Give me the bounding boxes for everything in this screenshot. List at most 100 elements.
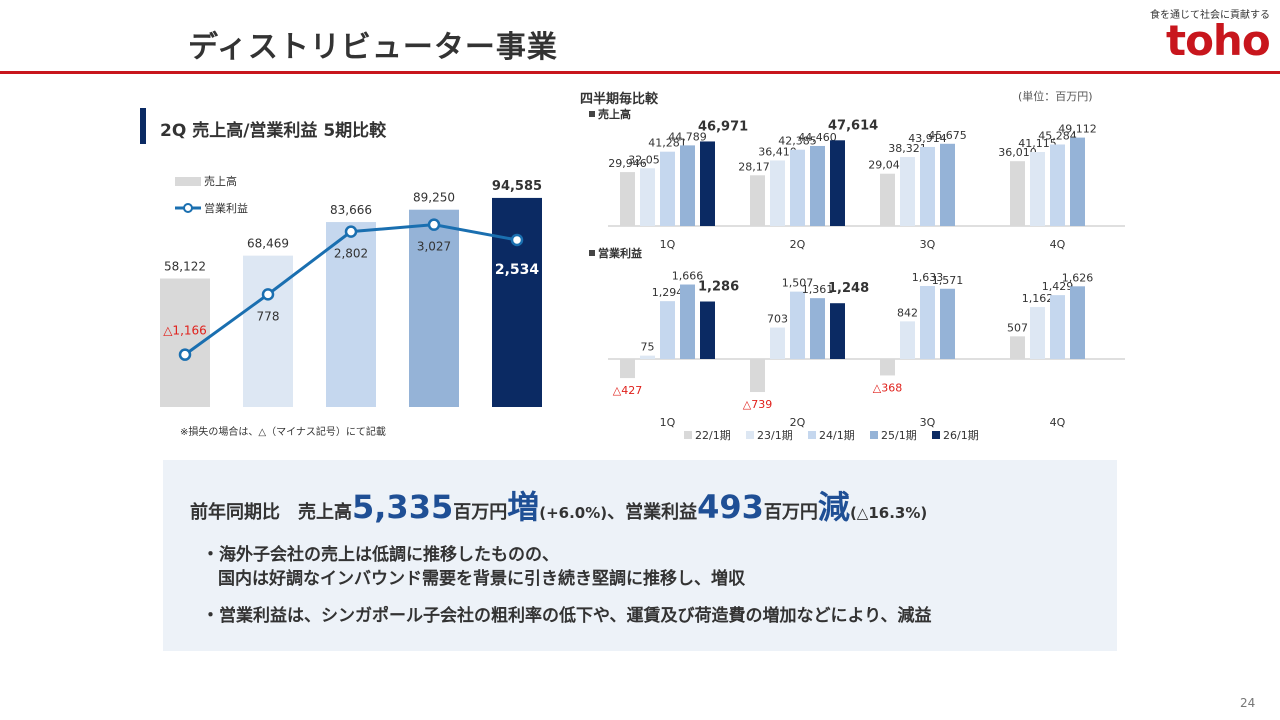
category-label: 1Q: [660, 238, 676, 251]
quarter-bar: [880, 173, 895, 226]
bar-data-label: 1,633: [912, 271, 944, 284]
quarter-bar: [1050, 144, 1065, 226]
legend-label: 26/1期: [943, 429, 979, 442]
quarter-bar: [810, 298, 825, 359]
right-section-title: 四半期毎比較: [580, 92, 659, 107]
bar-data-label: 1,666: [672, 270, 704, 283]
company-logo: toho: [1166, 16, 1271, 65]
sales-bar: [409, 209, 459, 407]
bar-data-label: 36,410: [758, 145, 797, 158]
legend-swatch: [808, 431, 816, 439]
sales-unit: 百万円: [453, 502, 508, 523]
section-marker: [140, 108, 146, 144]
sales-data-label: 58,122: [164, 260, 206, 274]
quarter-bar: [830, 140, 845, 226]
profit-data-label: △1,166: [163, 324, 207, 338]
summary-headline: 前年同期比 売上高5,335百万円増(+6.0%)、営業利益493百万円減(△1…: [190, 482, 927, 528]
panel-title-marker: [589, 250, 595, 256]
quarter-bar: [680, 284, 695, 359]
sales-pct: (+6.0%): [539, 504, 608, 522]
page-title: ディストリビューター事業: [188, 30, 558, 65]
category-label: 1Q: [660, 416, 676, 429]
legend-label: 24/1期: [819, 429, 855, 442]
quarter-bar: [660, 151, 675, 226]
profit-marker: [427, 218, 441, 231]
quarter-bar: [790, 149, 805, 226]
category-label: 3Q: [920, 238, 936, 251]
quarter-bar: [790, 291, 805, 359]
legend-sales-label: 売上高: [204, 174, 237, 188]
loss-note: ※損失の場合は、△（マイナス記号）にて記載: [180, 427, 386, 438]
page-number: 24: [1240, 696, 1256, 710]
bar-data-label: 842: [897, 306, 918, 319]
bar-data-label: 44,460: [798, 131, 837, 144]
quarter-bar: [1010, 336, 1025, 359]
quarter-bar: [920, 285, 935, 359]
headline-mid: 、営業利益: [607, 502, 698, 523]
bar-data-label: 49,112: [1058, 123, 1097, 136]
bar-data-label: 42,385: [778, 135, 817, 148]
profit-diff-value: 493: [697, 488, 764, 526]
bullet-2: ・営業利益は、シンガポール子会社の粗利率の低下や、運賃及び荷造費の増加などにより…: [202, 606, 932, 626]
legend-label: 25/1期: [881, 429, 917, 442]
quarter-bar: [660, 301, 675, 359]
bar-data-label: 75: [641, 341, 655, 354]
quarter-bar: [810, 145, 825, 226]
profit-marker: [344, 225, 358, 238]
header-divider: [0, 71, 1280, 74]
panel-title: 営業利益: [598, 246, 642, 260]
summary-box: [163, 460, 1117, 651]
quarter-bar: [700, 301, 715, 359]
sales-data-label: 94,585: [492, 179, 542, 194]
bar-data-label: 44,789: [668, 130, 707, 143]
profit-data-label: 2,802: [334, 247, 368, 261]
panel-title-marker: [589, 111, 595, 117]
bar-data-label: △427: [613, 384, 642, 397]
quarter-bar: [1030, 307, 1045, 359]
bar-data-label: 1,571: [932, 274, 964, 287]
sales-data-label: 68,469: [247, 237, 289, 251]
quarter-bar: [900, 321, 915, 359]
bar-data-label: 46,971: [698, 119, 748, 134]
quarter-bar: [830, 303, 845, 359]
quarter-bar: [770, 327, 785, 359]
sales-bar: [492, 197, 542, 407]
bullet-1-line-2: 国内は好調なインバウンド需要を背景に引き続き堅調に推移し、増収: [218, 569, 745, 589]
bar-data-label: 29,946: [608, 157, 647, 170]
quarter-bar: [750, 175, 765, 226]
quarter-bar: [620, 172, 635, 226]
category-label: 4Q: [1050, 416, 1066, 429]
profit-marker: [261, 288, 275, 301]
sales-bar: [326, 222, 376, 407]
legend-swatch: [870, 431, 878, 439]
profit-data-label: 778: [257, 309, 280, 323]
profit-marker: [178, 348, 192, 361]
quarter-bar: [940, 288, 955, 359]
sales-direction: 増: [507, 488, 540, 526]
bar-data-label: 1,248: [828, 281, 869, 296]
quarter-bar: [940, 143, 955, 226]
sales-diff-value: 5,335: [352, 488, 454, 526]
sales-data-label: 83,666: [330, 203, 372, 217]
company-slogan: 食を通じて社会に貢献する: [1150, 10, 1270, 21]
bar-data-label: 1,162: [1022, 292, 1054, 305]
bar-data-label: 45,675: [928, 129, 967, 142]
quarter-bar: [900, 157, 915, 226]
quarter-bar: [1070, 286, 1085, 359]
category-label: 2Q: [790, 238, 806, 251]
quarter-bar: [1070, 137, 1085, 226]
profit-pct: (△16.3%): [849, 504, 928, 522]
profit-data-label: 2,534: [495, 262, 540, 278]
profit-marker: [510, 233, 524, 247]
bar-data-label: 507: [1007, 321, 1028, 334]
bar-data-label: 1,286: [698, 280, 739, 295]
legend-profit-marker: [183, 203, 193, 213]
quarter-bar: [920, 146, 935, 226]
quarter-bar: [1030, 151, 1045, 226]
quarter-bar: [620, 359, 635, 379]
left-section-title: 2Q 売上高/営業利益 5期比較: [160, 121, 387, 141]
quarter-bar: [680, 145, 695, 226]
bar-data-label: 703: [767, 313, 788, 326]
